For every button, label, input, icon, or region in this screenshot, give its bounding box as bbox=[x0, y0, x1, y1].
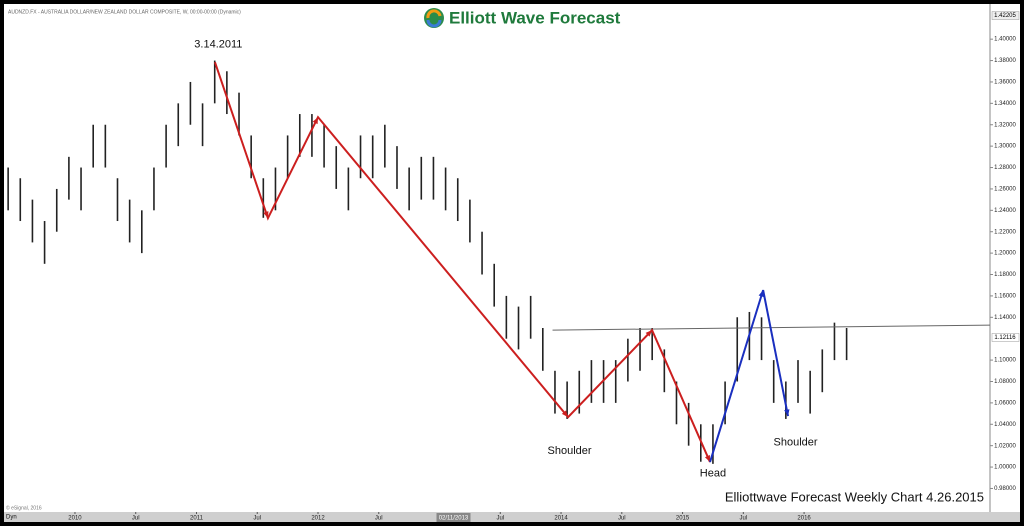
x-tick-label: Jul bbox=[618, 516, 626, 522]
y-tick-label: 1.08000 bbox=[994, 379, 1016, 385]
x-tick-label: 2016 bbox=[797, 516, 811, 522]
y-tick-label: 1.26000 bbox=[994, 187, 1016, 193]
y-tick-label: 1.02000 bbox=[994, 443, 1016, 449]
x-tick-label: Jul bbox=[496, 516, 504, 522]
wave-line bbox=[709, 289, 790, 463]
y-tick-label: 1.06000 bbox=[994, 400, 1016, 406]
x-tick-label: 2011 bbox=[190, 516, 204, 522]
logo: Elliott Wave Forecast bbox=[424, 8, 621, 28]
annotation: Shoulder bbox=[548, 445, 592, 457]
x-tick-label: Jul bbox=[132, 516, 140, 522]
wave-line bbox=[214, 61, 711, 463]
annotation: Shoulder bbox=[774, 436, 818, 448]
logo-icon bbox=[426, 9, 442, 19]
wave-arrowhead bbox=[312, 117, 319, 125]
mode-label: Dyn bbox=[6, 515, 17, 521]
y-tick-label: 1.16000 bbox=[994, 293, 1016, 299]
x-tick-label: Jul bbox=[375, 516, 383, 522]
annotation: 3.14.2011 bbox=[194, 38, 242, 50]
copyright: © eSignal, 2016 bbox=[6, 504, 42, 511]
x-tick-label: 2014 bbox=[554, 516, 568, 522]
y-tick-label: 1.20000 bbox=[994, 251, 1016, 257]
y-tick-label: 1.18000 bbox=[994, 272, 1016, 278]
x-tick-label: 2012 bbox=[311, 516, 325, 522]
plot-background bbox=[4, 4, 1020, 512]
y-tick-label: 1.24000 bbox=[994, 208, 1016, 214]
wave-arrowhead bbox=[263, 211, 269, 219]
x-tick-label: 2010 bbox=[68, 516, 82, 522]
y-tick-label: 0.98000 bbox=[994, 486, 1016, 492]
y-tick-label: 1.10000 bbox=[994, 358, 1016, 364]
cursor-date-box bbox=[436, 513, 471, 522]
y-tick-label: 1.28000 bbox=[994, 165, 1016, 171]
y-tick-label: 1.32000 bbox=[994, 122, 1016, 128]
wave-arrowhead bbox=[645, 330, 653, 337]
x-tick-label: 2015 bbox=[676, 516, 690, 522]
wave-arrowhead bbox=[784, 409, 790, 417]
wave-arrowhead bbox=[561, 410, 569, 418]
cursor-date-label: 02/11/2013 bbox=[439, 516, 469, 522]
y-tick-label: 1.14000 bbox=[994, 315, 1016, 321]
price-box-label: 1.12116 bbox=[994, 335, 1016, 341]
x-tick-label: Jul bbox=[253, 516, 261, 522]
logo-text: Elliott Wave Forecast bbox=[449, 8, 621, 27]
y-tick-label: 1.22000 bbox=[994, 229, 1016, 235]
symbol-line: AUDNZD.FX - AUSTRALIA DOLLAR/NEW ZEALAND… bbox=[8, 9, 241, 15]
y-tick-label: 1.36000 bbox=[994, 80, 1016, 86]
price-box-label: 1.42205 bbox=[994, 13, 1016, 19]
footer-caption: Elliottwave Forecast Weekly Chart 4.26.2… bbox=[725, 489, 984, 504]
y-tick-label: 1.38000 bbox=[994, 58, 1016, 64]
annotation: Head bbox=[700, 467, 726, 479]
y-tick-label: 1.34000 bbox=[994, 101, 1016, 107]
y-tick-label: 1.04000 bbox=[994, 422, 1016, 428]
wave-arrowhead bbox=[704, 455, 711, 463]
x-tick-label: Jul bbox=[739, 516, 747, 522]
time-axis-strip bbox=[4, 512, 1020, 522]
logo-icon bbox=[426, 19, 442, 28]
y-tick-label: 1.30000 bbox=[994, 144, 1016, 150]
y-tick-label: 1.40000 bbox=[994, 37, 1016, 43]
price-box bbox=[991, 333, 1020, 342]
wave-arrowhead bbox=[758, 290, 764, 298]
price-box bbox=[991, 11, 1020, 20]
y-tick-label: 1.00000 bbox=[994, 465, 1016, 471]
